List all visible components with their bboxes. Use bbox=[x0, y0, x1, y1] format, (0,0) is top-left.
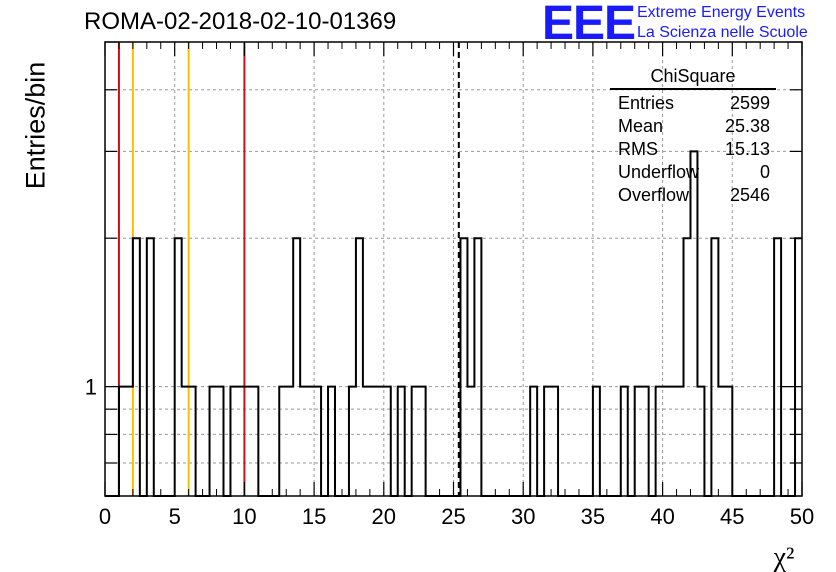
stats-box: ChiSquare Entries 2599 Mean 25.38 RMS 15.13… bbox=[610, 66, 776, 207]
stats-row-overflow: Overflow 2546 bbox=[618, 185, 770, 205]
x-tick-label: 25 bbox=[441, 504, 465, 529]
x-tick-label: 45 bbox=[720, 504, 744, 529]
x-tick-label: 20 bbox=[372, 504, 396, 529]
x-axis-label: χ² bbox=[773, 542, 795, 572]
tick-layer bbox=[104, 41, 803, 497]
x-tick-label: 15 bbox=[302, 504, 326, 529]
x-tick-label: 0 bbox=[99, 504, 111, 529]
x-tick-label: 50 bbox=[790, 504, 814, 529]
stats-row-entries: Entries 2599 bbox=[618, 93, 770, 113]
marker-layer bbox=[117, 42, 460, 496]
y-tick-label: 1 bbox=[85, 375, 97, 400]
x-tick-label: 10 bbox=[232, 504, 256, 529]
x-tick-label: 40 bbox=[650, 504, 674, 529]
stats-title: ChiSquare bbox=[610, 66, 776, 90]
chart-title: ROMA-02-2018-02-10-01369 bbox=[84, 8, 397, 35]
x-tick-label: 35 bbox=[581, 504, 605, 529]
eee-logo: EEE Extreme Energy Events La Scienza nel… bbox=[542, 0, 834, 50]
eee-logo-mark: EEE bbox=[542, 0, 636, 50]
logo-line-2: La Scienza nelle Scuole bbox=[637, 24, 808, 41]
stats-row-underflow: Underflow 0 bbox=[618, 162, 770, 182]
logo-line-1: Extreme Energy Events bbox=[637, 4, 806, 21]
stats-row-rms: RMS 15.13 bbox=[618, 139, 770, 159]
x-tick-label: 5 bbox=[169, 504, 181, 529]
stats-row-mean: Mean 25.38 bbox=[618, 116, 770, 136]
x-tick-label: 30 bbox=[511, 504, 535, 529]
tick-labels: 0 5 10 15 20 25 30 35 40 45 50 1 bbox=[85, 375, 814, 529]
